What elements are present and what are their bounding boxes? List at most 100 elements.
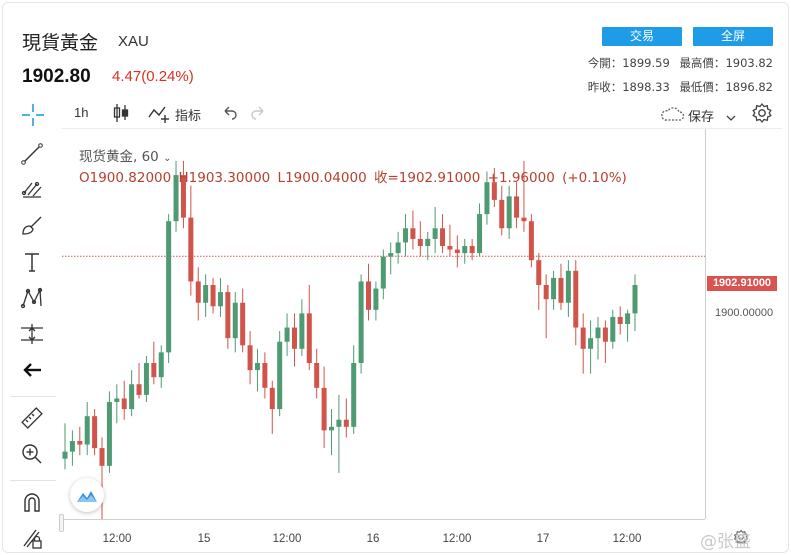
candle-body xyxy=(129,384,135,410)
brush-icon[interactable] xyxy=(18,212,46,240)
candle-body xyxy=(491,182,497,200)
chevron-down-icon[interactable] xyxy=(726,109,736,121)
prev-close-value: 1898.33 xyxy=(622,80,670,94)
candle xyxy=(143,355,149,402)
candle xyxy=(528,214,534,268)
candle-body xyxy=(247,345,253,371)
candle xyxy=(410,210,416,250)
candle xyxy=(210,277,216,314)
candle-type-icon[interactable] xyxy=(112,103,130,123)
current-price-tag: 1902.91000 xyxy=(707,276,777,291)
lock-pencil-icon[interactable] xyxy=(18,524,46,552)
candle-body xyxy=(306,313,312,363)
gear-icon[interactable] xyxy=(751,102,773,124)
candle xyxy=(277,331,283,417)
watermark: @张盛 xyxy=(700,532,751,552)
candle-body xyxy=(454,249,460,254)
candle-body xyxy=(217,292,223,307)
ohlc-legend: O1900.82000 H1903.30000 L1900.04000 收=19… xyxy=(79,170,627,186)
price-axis[interactable] xyxy=(705,129,785,519)
candle-body xyxy=(528,221,534,261)
candle-body xyxy=(632,285,638,314)
candle xyxy=(521,160,527,232)
gear-icon[interactable] xyxy=(733,529,749,545)
candle-body xyxy=(417,238,423,246)
cloud-icon[interactable] xyxy=(659,106,685,122)
candle-body xyxy=(254,363,260,371)
stats-row-1: 今開：1899.59 最高價：1903.82 xyxy=(582,55,773,71)
back-arrow-icon[interactable] xyxy=(18,356,46,384)
candle-body xyxy=(188,217,194,282)
candle-body xyxy=(358,281,364,363)
candle-body xyxy=(336,419,342,427)
candle-body xyxy=(284,327,290,342)
magnet-icon[interactable] xyxy=(18,488,46,516)
candle-body xyxy=(92,416,98,449)
candle xyxy=(321,366,327,449)
fib-tool-icon[interactable] xyxy=(18,176,46,204)
candlestick-chart[interactable] xyxy=(62,129,705,555)
chart-plot-area[interactable] xyxy=(62,129,705,555)
candle-body xyxy=(210,285,216,307)
candle-body xyxy=(580,327,586,349)
trend-line-icon[interactable] xyxy=(18,140,46,168)
undo-icon[interactable] xyxy=(222,105,238,121)
candle-body xyxy=(180,175,186,218)
candle-body xyxy=(195,281,201,303)
candle xyxy=(136,363,142,399)
candle-body xyxy=(536,260,542,285)
time-tick-label: 12:00 xyxy=(102,533,132,545)
candle xyxy=(432,207,438,254)
indicators-button[interactable]: 指标 xyxy=(175,109,202,124)
low-value: 1896.82 xyxy=(725,80,773,94)
ruler-icon[interactable] xyxy=(18,404,46,432)
candle-body xyxy=(462,246,468,254)
candle xyxy=(469,238,475,261)
series-legend: 现货黄金, 60 ⌄ xyxy=(79,145,171,165)
save-button[interactable]: 保存 xyxy=(688,110,715,125)
scroll-handle[interactable] xyxy=(59,514,64,532)
brand-logo-icon[interactable] xyxy=(70,478,104,512)
candle-body xyxy=(277,341,283,410)
fullscreen-button[interactable]: 全屏 xyxy=(693,27,773,46)
redo-icon[interactable] xyxy=(250,105,266,121)
candle-body xyxy=(447,246,453,250)
text-icon[interactable] xyxy=(18,248,46,276)
candle xyxy=(240,288,246,353)
pattern-icon[interactable] xyxy=(18,284,46,312)
candle-body xyxy=(203,285,209,303)
candle xyxy=(314,348,320,399)
zoom-in-icon[interactable] xyxy=(18,440,46,468)
time-tick-label: 17 xyxy=(536,533,550,545)
trade-button[interactable]: 交易 xyxy=(602,27,682,46)
candle xyxy=(62,423,68,470)
candle xyxy=(180,160,186,229)
candle xyxy=(254,348,260,392)
time-axis[interactable] xyxy=(62,519,705,555)
measure-icon[interactable] xyxy=(18,320,46,348)
low-label: 最低價： xyxy=(679,80,726,94)
stats-row-2: 昨收：1898.33 最低價：1896.82 xyxy=(582,79,773,95)
chevron-down-icon[interactable]: ⌄ xyxy=(163,153,172,164)
toolbar-separator xyxy=(10,480,56,481)
candle-body xyxy=(610,316,616,342)
candle-body xyxy=(328,426,334,431)
candle xyxy=(440,214,446,254)
candle-body xyxy=(617,316,623,324)
indicator-icon[interactable] xyxy=(147,103,171,123)
candle xyxy=(69,430,75,466)
interval-1h[interactable]: 1h xyxy=(74,105,89,120)
candle xyxy=(114,384,120,424)
crosshair-icon[interactable] xyxy=(20,102,46,128)
candle-body xyxy=(136,384,142,395)
series-name[interactable]: 现货黄金, 60 xyxy=(79,149,159,165)
candle-body xyxy=(477,214,483,254)
candle-body xyxy=(314,363,320,388)
candle-body xyxy=(166,221,172,353)
candle xyxy=(388,242,394,275)
candle xyxy=(158,345,164,388)
price-tick-label: 1900.00000 xyxy=(715,307,774,319)
candle xyxy=(558,263,564,310)
candle-body xyxy=(395,242,401,254)
